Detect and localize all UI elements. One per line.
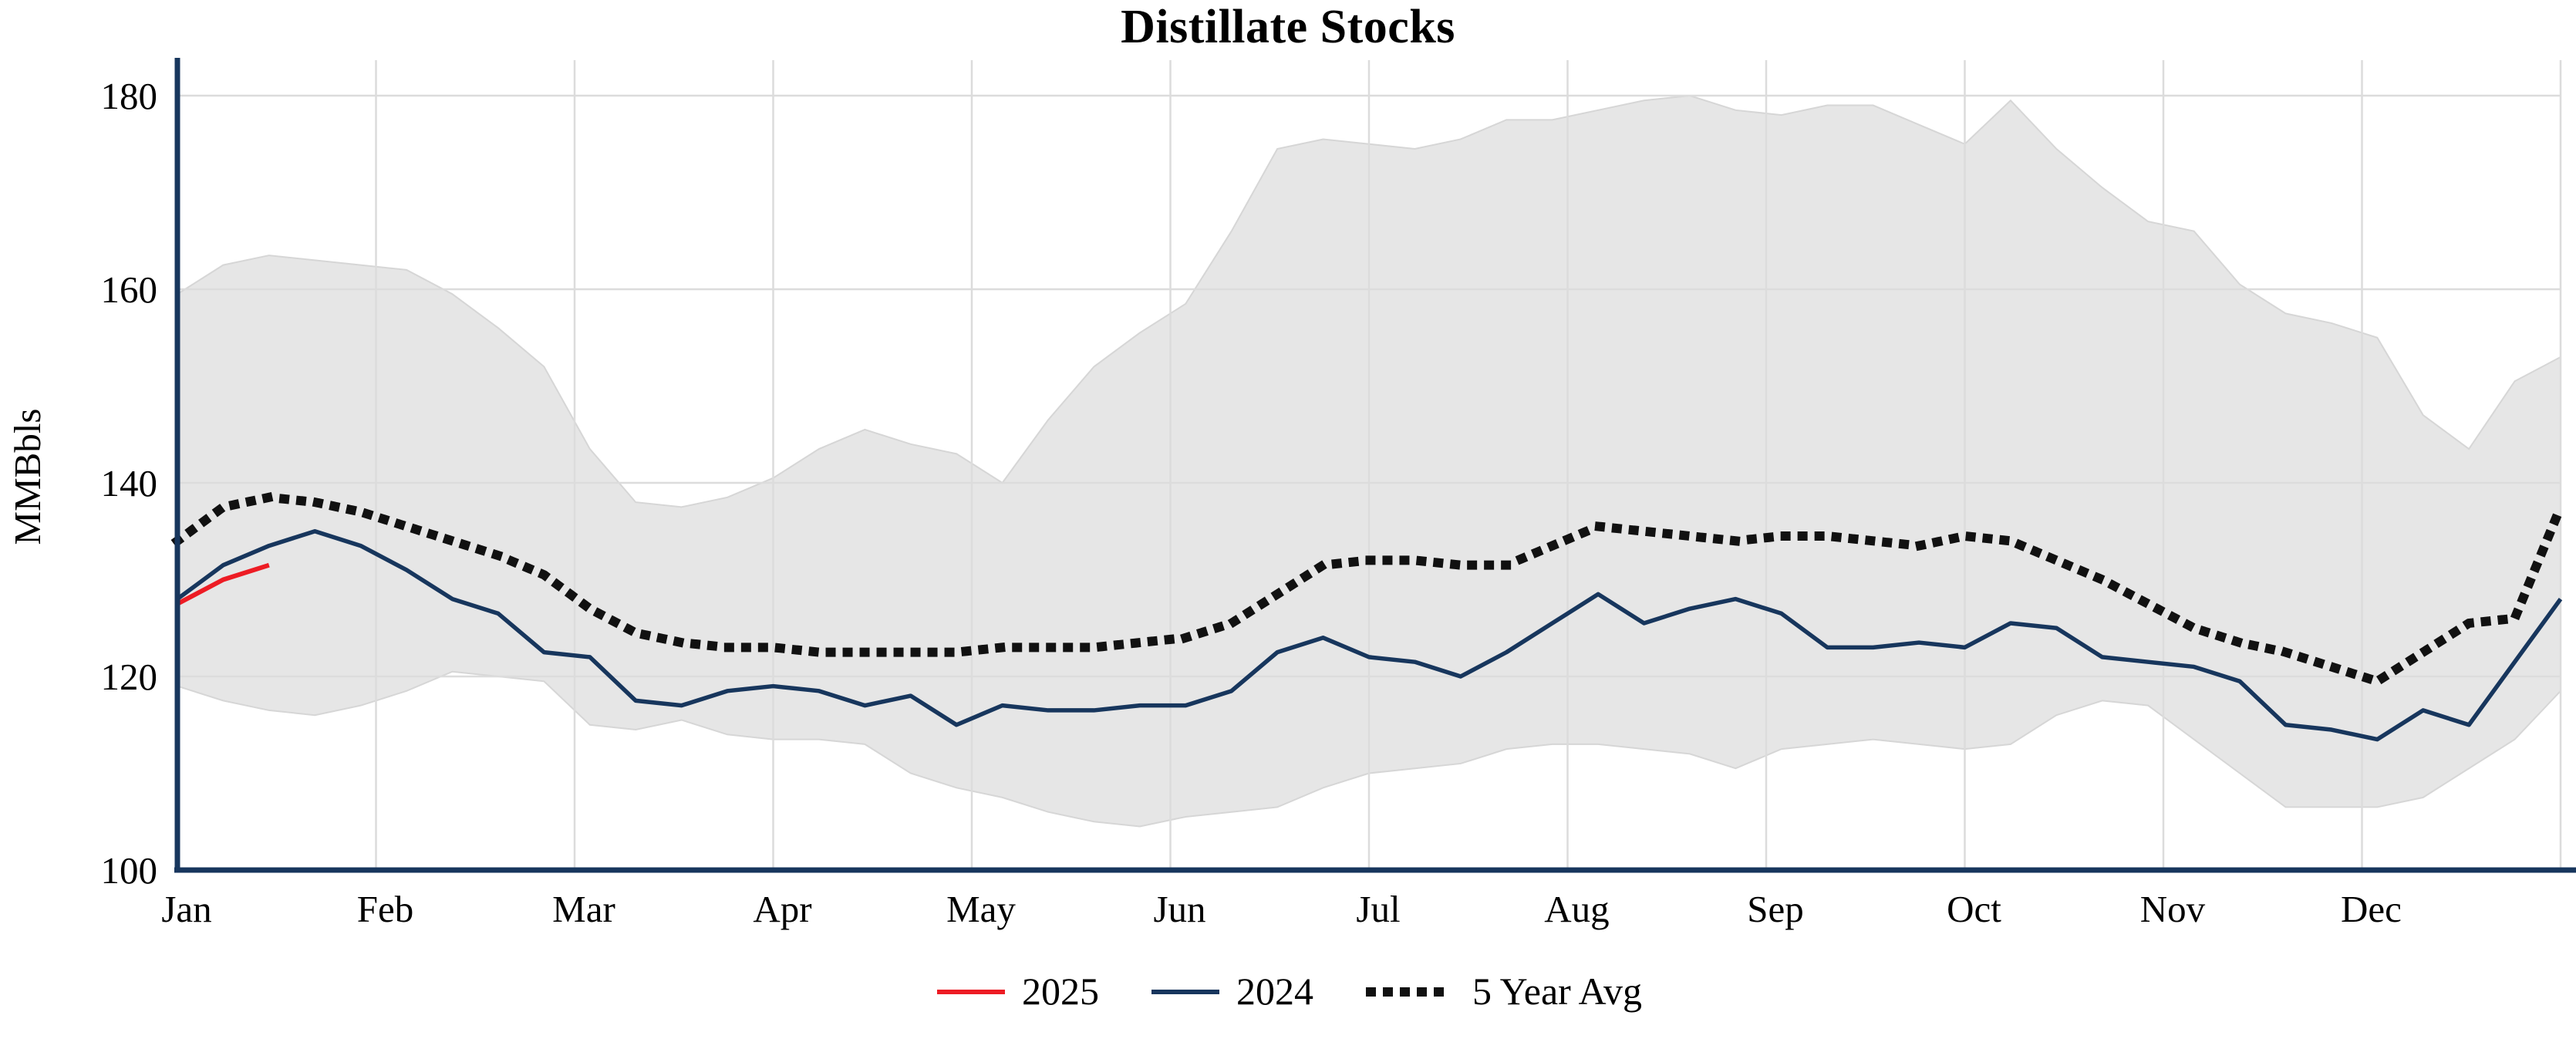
x-tick-label: Mar — [552, 888, 615, 930]
legend-line-2024-icon — [1151, 990, 1220, 994]
legend-dotted-line-icon — [1366, 987, 1458, 997]
y-tick-label: 120 — [101, 656, 158, 698]
series-line-5-year-avg — [170, 492, 2567, 686]
y-axis-label: MMBbls — [6, 408, 49, 545]
chart-legend: 2025 2024 5 Year Avg — [0, 969, 2576, 1014]
x-tick-label: Apr — [753, 888, 811, 930]
legend-line-2025-icon — [937, 990, 1006, 994]
legend-item-5yr-avg: 5 Year Avg — [1363, 969, 1642, 1014]
x-tick-label: Jul — [1356, 888, 1400, 930]
x-tick-label: Jan — [161, 888, 211, 930]
legend-label-2024: 2024 — [1236, 970, 1314, 1013]
series-line-2025 — [176, 562, 270, 606]
y-tick-label: 180 — [101, 75, 158, 117]
legend-item-2024: 2024 — [1148, 969, 1313, 1014]
legend-label-2025: 2025 — [1022, 970, 1100, 1013]
y-tick-label: 140 — [101, 462, 158, 504]
legend-item-2025: 2025 — [934, 969, 1099, 1014]
x-tick-label: Feb — [357, 888, 414, 930]
y-tick-label: 160 — [101, 268, 158, 311]
x-tick-label: Aug — [1544, 888, 1609, 930]
legend-label-5yr-avg: 5 Year Avg — [1472, 970, 1642, 1013]
x-tick-label: May — [946, 888, 1016, 930]
chart-title: Distillate Stocks — [1121, 1, 1455, 53]
series-line-2024 — [176, 529, 2563, 742]
x-tick-label: Dec — [2341, 888, 2402, 930]
x-tick-label: Nov — [2140, 888, 2206, 930]
x-tick-label: Sep — [1747, 888, 1804, 930]
x-tick-label: Jun — [1153, 888, 1205, 930]
x-tick-label: Oct — [1947, 888, 2001, 930]
y-tick-label: 100 — [101, 849, 158, 892]
